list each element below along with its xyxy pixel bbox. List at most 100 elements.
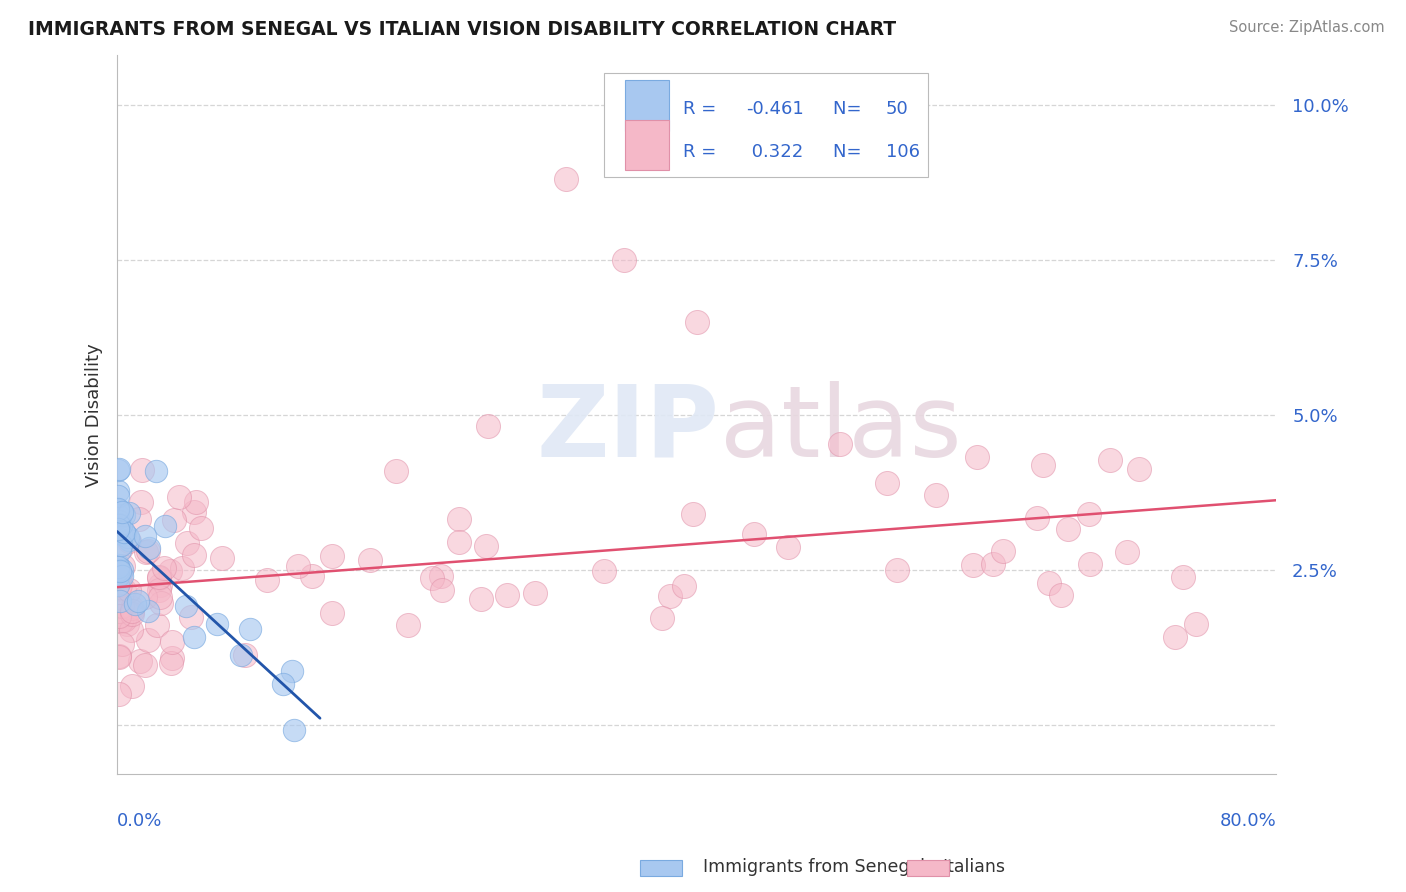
Point xyxy=(321,606,343,620)
Point xyxy=(205,616,228,631)
Point xyxy=(231,648,253,662)
Point xyxy=(1050,588,1073,602)
Point xyxy=(211,551,233,566)
Point xyxy=(112,524,135,539)
Point xyxy=(112,582,135,597)
FancyBboxPatch shape xyxy=(624,80,669,130)
Point xyxy=(107,560,129,574)
Point xyxy=(118,506,141,520)
Point xyxy=(107,578,129,592)
Text: ZIP: ZIP xyxy=(537,381,720,477)
Point xyxy=(281,664,304,678)
Point xyxy=(136,633,159,648)
Point xyxy=(107,503,129,517)
Point xyxy=(118,583,141,598)
Point xyxy=(174,599,197,614)
Point xyxy=(152,561,174,575)
Point xyxy=(107,523,129,537)
Text: N=: N= xyxy=(834,100,868,118)
Point xyxy=(301,569,323,583)
Point xyxy=(420,570,443,584)
Point xyxy=(107,569,129,583)
Point xyxy=(134,591,156,605)
Text: Italians: Italians xyxy=(942,858,1005,876)
Point xyxy=(287,559,309,574)
Text: R =: R = xyxy=(683,143,721,161)
Point xyxy=(925,487,948,501)
Point xyxy=(1173,570,1195,584)
Point xyxy=(149,596,172,610)
Text: 0.0%: 0.0% xyxy=(117,812,163,830)
Point xyxy=(110,541,132,555)
Point xyxy=(981,557,1004,571)
Point xyxy=(160,656,183,670)
Point xyxy=(1185,616,1208,631)
Point xyxy=(114,612,136,626)
Point xyxy=(359,553,381,567)
Point xyxy=(111,558,134,573)
Point xyxy=(136,544,159,558)
Point xyxy=(107,463,129,477)
Text: 0.322: 0.322 xyxy=(747,143,804,161)
Text: atlas: atlas xyxy=(720,381,962,477)
Point xyxy=(145,618,167,632)
Point xyxy=(112,508,135,523)
Point xyxy=(682,508,704,522)
Point xyxy=(110,526,132,541)
Point xyxy=(107,483,129,498)
Point xyxy=(108,687,131,701)
Point xyxy=(107,462,129,476)
Point xyxy=(107,608,129,623)
Point xyxy=(149,590,172,604)
Point xyxy=(107,649,129,664)
Text: -0.461: -0.461 xyxy=(747,100,804,118)
Point xyxy=(121,600,143,615)
Point xyxy=(134,529,156,543)
Point xyxy=(233,648,256,663)
Point xyxy=(1026,511,1049,525)
Point xyxy=(593,565,616,579)
Point xyxy=(121,603,143,617)
Point xyxy=(111,637,134,651)
Point xyxy=(108,543,131,558)
Point xyxy=(107,581,129,595)
Point xyxy=(114,527,136,541)
Text: 50: 50 xyxy=(886,100,908,118)
Point xyxy=(111,505,134,519)
Point xyxy=(107,502,129,516)
Point xyxy=(238,622,260,636)
Point xyxy=(131,463,153,477)
Point xyxy=(145,464,167,478)
Point xyxy=(1077,508,1099,522)
Point xyxy=(121,680,143,694)
Point xyxy=(107,599,129,613)
Point xyxy=(1116,545,1139,559)
Point xyxy=(523,585,546,599)
Point xyxy=(659,589,682,603)
Point xyxy=(886,563,908,577)
Point xyxy=(124,597,146,611)
Point xyxy=(1128,461,1150,475)
Point xyxy=(180,610,202,624)
Point xyxy=(107,526,129,541)
Point xyxy=(651,611,673,625)
Point xyxy=(111,563,134,577)
Point xyxy=(991,543,1014,558)
Point xyxy=(162,651,184,665)
Point xyxy=(176,535,198,549)
Point xyxy=(107,501,129,516)
Point xyxy=(742,526,765,541)
Point xyxy=(962,558,984,573)
Point xyxy=(430,582,453,597)
Point xyxy=(111,527,134,541)
Point xyxy=(776,540,799,554)
Point xyxy=(110,614,132,628)
Point xyxy=(110,517,132,532)
Point xyxy=(117,530,139,544)
Point xyxy=(148,571,170,585)
Point xyxy=(1032,458,1054,472)
Point xyxy=(449,534,471,549)
Point xyxy=(475,539,498,553)
Point xyxy=(107,648,129,663)
Point xyxy=(160,635,183,649)
